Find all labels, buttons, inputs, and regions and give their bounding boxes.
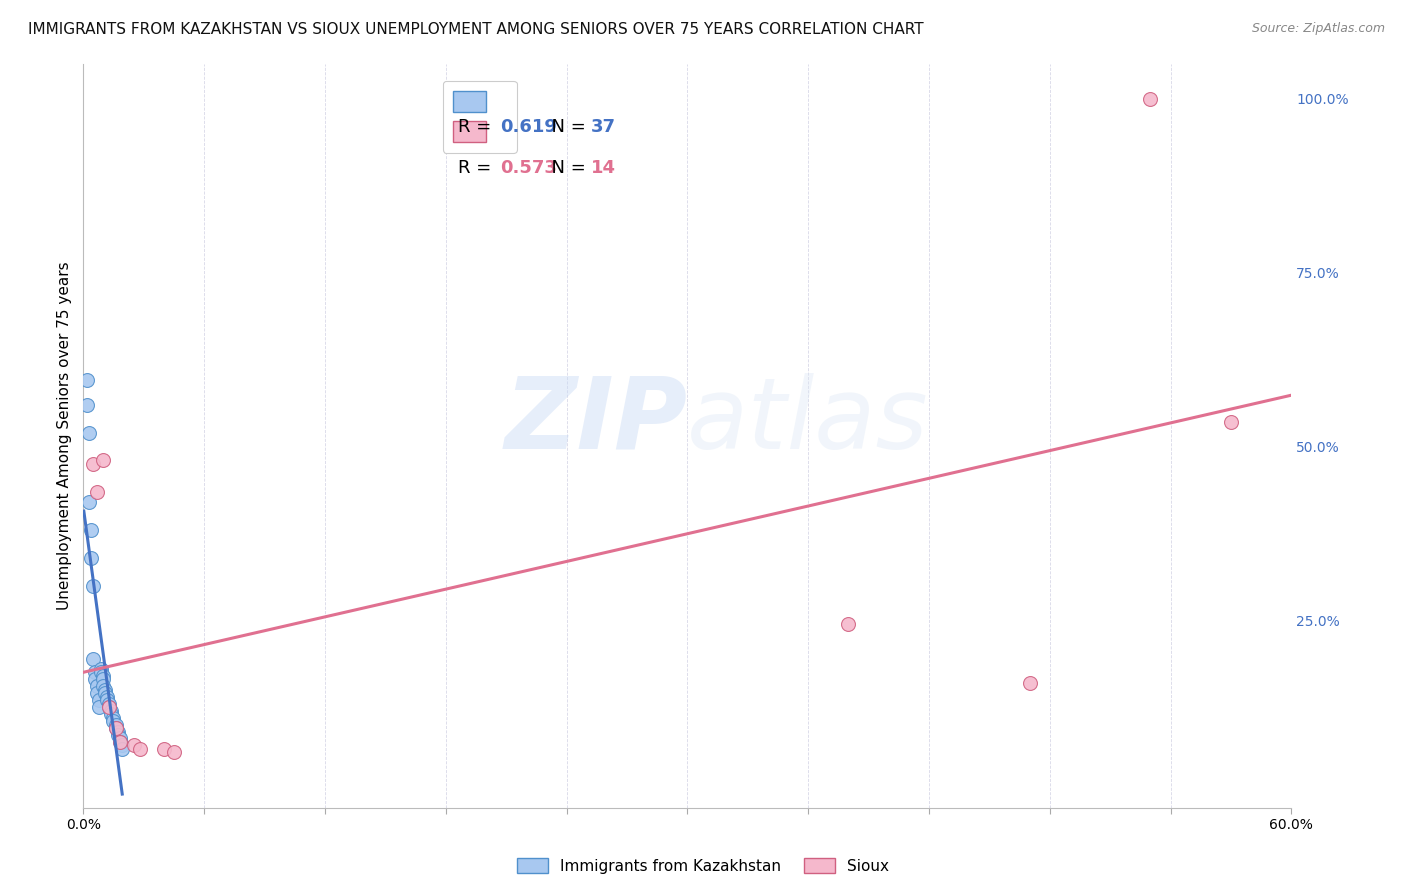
Point <box>104 717 127 731</box>
Text: ZIP: ZIP <box>505 373 688 470</box>
Point <box>163 745 186 759</box>
Text: 14: 14 <box>591 159 616 178</box>
Point <box>1139 92 1161 106</box>
Point <box>82 457 104 471</box>
Text: atlas: atlas <box>688 373 929 470</box>
Point <box>110 739 132 753</box>
Point <box>94 682 117 697</box>
Point <box>79 495 101 509</box>
Text: N =: N = <box>540 159 592 178</box>
Point <box>80 523 103 537</box>
Point <box>128 742 150 756</box>
Y-axis label: Unemployment Among Seniors over 75 years: Unemployment Among Seniors over 75 years <box>58 261 72 610</box>
Point <box>103 714 125 728</box>
Point <box>100 707 122 722</box>
Point <box>108 735 131 749</box>
Point <box>103 710 125 724</box>
Point <box>104 721 127 735</box>
Point <box>96 690 118 704</box>
Point <box>82 578 104 592</box>
Point <box>104 721 127 735</box>
Point <box>93 679 115 693</box>
Point <box>86 484 108 499</box>
Point <box>108 735 131 749</box>
Point <box>89 693 111 707</box>
Point <box>837 616 859 631</box>
Point <box>107 724 129 739</box>
Text: R =: R = <box>458 159 496 178</box>
Point <box>1018 676 1040 690</box>
Point <box>1219 415 1241 429</box>
Point <box>107 728 129 742</box>
Point <box>82 651 104 665</box>
Text: 37: 37 <box>591 119 616 136</box>
Point <box>76 373 98 387</box>
Point <box>108 731 131 746</box>
Point <box>79 425 101 440</box>
Point <box>86 679 108 693</box>
Point <box>98 697 121 711</box>
Point <box>76 398 98 412</box>
Text: 0.573: 0.573 <box>501 159 557 178</box>
Point <box>122 739 145 753</box>
Text: IMMIGRANTS FROM KAZAKHSTAN VS SIOUX UNEMPLOYMENT AMONG SENIORS OVER 75 YEARS COR: IMMIGRANTS FROM KAZAKHSTAN VS SIOUX UNEM… <box>28 22 924 37</box>
Point <box>153 742 176 756</box>
Legend: Immigrants from Kazakhstan, Sioux: Immigrants from Kazakhstan, Sioux <box>512 852 894 880</box>
Point <box>90 662 112 676</box>
Point <box>110 742 132 756</box>
Point <box>98 700 121 714</box>
Point <box>96 693 118 707</box>
Text: N =: N = <box>540 119 592 136</box>
Point <box>93 453 115 467</box>
Point <box>93 673 115 687</box>
Point <box>100 704 122 718</box>
Point <box>90 665 112 680</box>
Text: Source: ZipAtlas.com: Source: ZipAtlas.com <box>1251 22 1385 36</box>
Point <box>80 550 103 565</box>
Text: 0.619: 0.619 <box>501 119 557 136</box>
Point <box>86 686 108 700</box>
Point <box>89 700 111 714</box>
Point <box>93 669 115 683</box>
Point <box>98 700 121 714</box>
Text: R =: R = <box>458 119 496 136</box>
Legend:  ,  : , <box>443 80 517 153</box>
Point <box>84 665 107 680</box>
Point <box>84 673 107 687</box>
Point <box>94 686 117 700</box>
